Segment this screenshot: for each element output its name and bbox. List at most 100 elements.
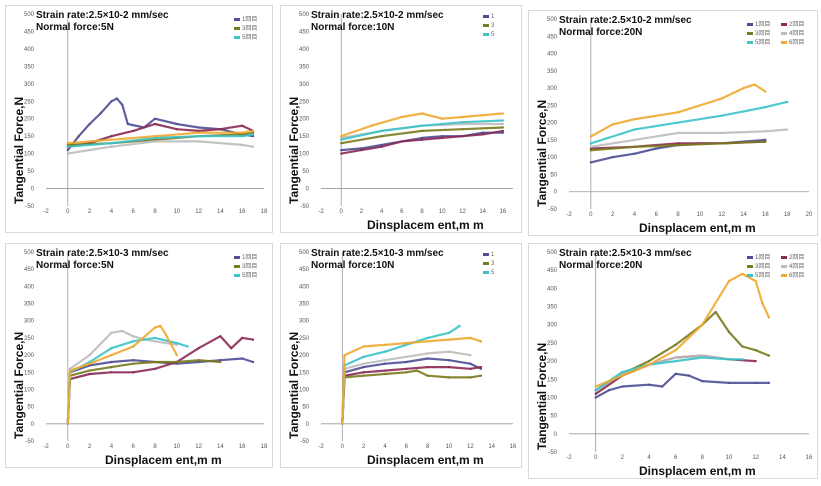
data-point — [469, 353, 472, 357]
data-point — [742, 86, 745, 90]
x-tick-label: 14 — [488, 444, 495, 450]
y-tick-label: -50 — [548, 207, 557, 213]
data-point — [674, 359, 677, 363]
y-tick-label: 450 — [547, 268, 558, 274]
data-point — [66, 143, 69, 147]
x-tick-label: 0 — [340, 209, 344, 215]
y-tick-label: -50 — [300, 439, 309, 445]
data-point — [383, 369, 387, 372]
x-tick-label: 0 — [66, 444, 70, 450]
data-point — [753, 83, 756, 86]
chart-annotation: Normal force:10N — [311, 22, 395, 33]
y-tick-label: -50 — [548, 450, 557, 456]
data-point — [441, 136, 444, 140]
data-point — [589, 135, 592, 138]
data-point — [447, 376, 451, 379]
chart-svg: -50 0 50 100 150 200 250 300 350 400 450 500 -2 0 2 4 6 8… — [299, 12, 513, 215]
data-point — [461, 115, 464, 119]
y-tick-label: 450 — [299, 267, 310, 273]
data-point — [362, 374, 365, 377]
data-point — [66, 149, 69, 152]
data-point — [197, 126, 200, 129]
legend-item: 5回目 — [747, 270, 770, 279]
series-line — [595, 356, 743, 392]
data-point — [674, 372, 677, 375]
x-tick-label: 6 — [132, 444, 136, 450]
y-tick-label: 500 — [547, 250, 558, 256]
x-tick-label: 6 — [405, 444, 409, 450]
data-point — [153, 136, 157, 140]
x-tick-label: 6 — [132, 209, 136, 215]
data-point — [252, 131, 255, 134]
legend-swatch — [483, 23, 489, 27]
legend-item: 5 — [483, 32, 494, 38]
y-tick-label: 50 — [27, 405, 34, 411]
data-point — [701, 356, 704, 359]
data-point — [219, 335, 222, 338]
x-tick-label: 10 — [173, 209, 180, 215]
x-tick-label: 8 — [426, 444, 430, 450]
chart-svg: -50 0 50 100 150 200 250 300 350 400 450 500 -2 0 2 4 6 8… — [299, 250, 517, 450]
data-point — [501, 131, 504, 134]
y-tick-label: 300 — [547, 323, 558, 329]
y-tick-label: 200 — [299, 117, 310, 123]
data-point — [426, 340, 429, 343]
data-point — [383, 362, 387, 365]
data-point — [714, 310, 717, 314]
legend-label: 5 — [491, 270, 495, 276]
y-tick-label: 150 — [547, 138, 558, 144]
y-tick-label: 150 — [299, 370, 310, 376]
legend-swatch — [781, 273, 787, 277]
x-tick-label: 10 — [697, 212, 704, 218]
series-line — [595, 272, 770, 388]
data-point — [66, 145, 69, 148]
data-point — [447, 366, 451, 369]
data-point — [741, 272, 744, 275]
data-point — [132, 340, 135, 343]
data-point — [701, 379, 704, 383]
data-point — [674, 343, 677, 346]
x-tick-label: 12 — [752, 455, 759, 461]
y-tick-label: 0 — [306, 422, 310, 428]
data-point — [186, 345, 189, 348]
y-tick-label: 450 — [24, 29, 35, 35]
data-point — [252, 129, 255, 133]
y-tick-label: 500 — [299, 250, 310, 256]
chart-annotation: Strain rate:2.5×10-2 mm/sec — [559, 15, 692, 26]
x-tick-label: 4 — [383, 444, 387, 450]
data-point — [405, 341, 408, 345]
data-point — [153, 135, 157, 138]
chart-annotation: Normal force:20N — [559, 260, 643, 271]
legend-swatch — [234, 255, 240, 259]
x-tick-label: 4 — [647, 455, 651, 461]
y-tick-label: 0 — [31, 422, 35, 428]
legend-label: 3回目 — [242, 264, 258, 270]
data-point — [701, 323, 704, 326]
data-point — [589, 145, 592, 148]
legend-label: 1回目 — [242, 255, 258, 261]
y-tick-label: 50 — [302, 405, 309, 411]
data-point — [469, 336, 472, 340]
data-point — [764, 130, 767, 133]
data-point — [383, 372, 387, 376]
data-point — [88, 149, 91, 152]
data-point — [164, 333, 167, 336]
legend-swatch — [234, 26, 240, 30]
data-point — [405, 355, 408, 358]
data-point — [727, 279, 731, 283]
data-point — [611, 156, 614, 159]
x-tick-label: 12 — [467, 444, 474, 450]
legend-swatch — [747, 40, 753, 44]
chart-annotation: Strain rate:2.5×10-2 mm/sec — [36, 10, 169, 21]
x-tick-label: 2 — [362, 444, 366, 450]
x-tick-label: 4 — [633, 212, 637, 218]
y-tick-label: 250 — [24, 99, 35, 105]
x-tick-label: 8 — [701, 455, 705, 461]
data-point — [153, 340, 157, 343]
data-point — [175, 360, 178, 364]
series-line — [590, 128, 788, 148]
x-tick-label: 0 — [594, 455, 598, 461]
y-tick-label: 300 — [299, 82, 310, 88]
data-point — [110, 135, 113, 138]
data-point — [621, 370, 624, 374]
